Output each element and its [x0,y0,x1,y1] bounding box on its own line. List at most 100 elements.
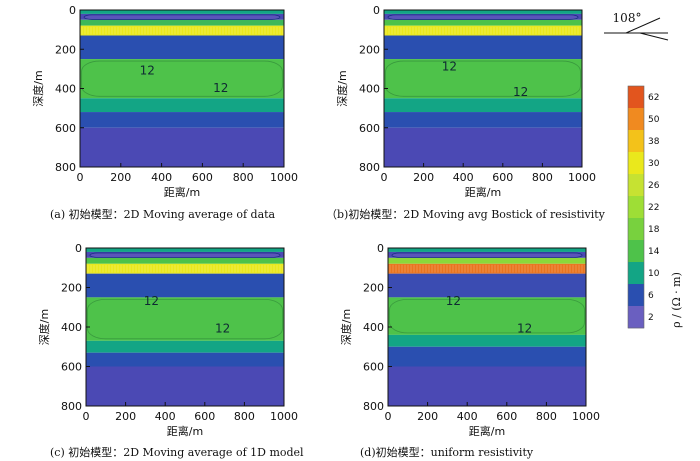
y-axis-label: 深度/m [37,309,51,345]
surface-lens [89,252,281,258]
layer-0 [388,248,586,252]
y-tick-label: 600 [359,122,380,135]
y-tick-label: 800 [55,161,76,174]
layer-6 [384,98,582,113]
y-tick-label: 800 [61,400,82,413]
resistivity-field [80,10,284,167]
x-tick-label: 1000 [270,171,298,184]
x-tick-label: 1000 [572,410,600,423]
y-tick-label: 800 [363,400,384,413]
surface-lens [391,252,583,258]
layer-0 [80,10,284,14]
layer-2 [86,257,284,264]
layer-2 [384,19,582,26]
colorbar-swatch [628,108,644,131]
x-axis-label: 距离/m [164,185,200,199]
colorbar-swatch [628,218,644,241]
x-tick-label: 400 [155,410,176,423]
colorbar-tick-label: 2 [648,313,654,323]
y-tick-label: 0 [69,4,76,17]
x-axis-label: 距离/m [167,424,203,438]
layer-8 [86,366,284,406]
x-tick-label: 200 [115,410,136,423]
colorbar-swatch [628,196,644,219]
x-tick-label: 800 [234,410,255,423]
x-tick-label: 200 [417,410,438,423]
layer-5 [86,297,284,341]
y-tick-label: 600 [363,361,384,374]
y-tick-label: 200 [55,43,76,56]
y-tick-label: 400 [55,83,76,96]
panels: 12 12 0 200 400 600 800 1000 0 200 400 600 800 距离/m 深度… [31,4,606,459]
layer-4 [384,35,582,60]
x-axis-label: 距离/m [465,185,501,199]
layer-8 [388,366,586,406]
layer-4 [388,273,586,298]
y-tick-label: 600 [61,361,82,374]
colorbar-tick-label: 26 [648,181,660,191]
colorbar-swatch [628,306,644,329]
colorbar-tick-label: 6 [648,291,654,301]
contour-line [389,298,585,334]
contour-line [81,60,283,97]
x-tick-label: 800 [536,410,557,423]
y-tick-label: 400 [359,83,380,96]
colorbar-tick-label: 30 [648,159,660,169]
layer-7 [86,352,284,367]
resistivity-field [384,10,582,167]
y-tick-label: 200 [363,282,384,295]
contour-label: 12 [513,85,528,99]
layer-3 [80,25,284,36]
resistivity-field [86,248,284,406]
layer-5 [384,59,582,99]
layer-7 [388,346,586,367]
y-tick-label: 0 [373,4,380,17]
colorbar-swatch [628,86,644,109]
contour-label: 12 [215,321,230,335]
orientation-ray [625,17,661,34]
y-tick-label: 0 [75,242,82,255]
contour-line [87,298,283,340]
panel-caption: (c) 初始模型：2D Moving average of 1D model [50,445,304,459]
layer-0 [86,248,284,252]
panel-caption: (d)初始模型：uniform resistivity [360,445,534,459]
x-tick-label: 600 [496,410,517,423]
contour-line [385,60,581,97]
panel-2: 12 12 0 200 400 600 800 1000 0 200 400 600 800 距离/m 深度… [37,242,304,459]
colorbar-tick-label: 22 [648,203,659,213]
contour-label: 12 [517,321,532,335]
panel-caption: （b)初始模型：2D Moving avg Bostick of resisti… [326,207,606,221]
colorbar-swatch [628,152,644,175]
x-tick-label: 400 [453,171,474,184]
colorbar-swatch [628,174,644,197]
x-tick-label: 400 [457,410,478,423]
y-tick-label: 400 [61,321,82,334]
x-tick-label: 800 [532,171,553,184]
y-axis-label: 深度/m [335,70,349,106]
colorbar-tick-label: 50 [648,115,660,125]
layer-6 [388,334,586,347]
y-axis-label: 深度/m [31,70,45,106]
colorbar-swatch [628,130,644,153]
panel-0: 12 12 0 200 400 600 800 1000 0 200 400 600 800 距离/m 深度… [31,4,298,221]
contour-label: 12 [140,63,155,77]
colorbar-title: ρ / (Ω · m) [670,272,683,328]
y-tick-label: 400 [363,321,384,334]
x-tick-label: 600 [492,171,513,184]
layer-0 [384,10,582,14]
x-tick-label: 600 [192,171,213,184]
colorbar-tick-label: 38 [648,137,660,147]
layer-5 [80,59,284,99]
colorbar-swatch [628,240,644,263]
y-tick-label: 600 [55,122,76,135]
layer-8 [80,127,284,167]
x-tick-label: 0 [83,410,90,423]
x-axis-label: 距离/m [469,424,505,438]
layer-3 [86,263,284,274]
surface-lens [387,14,579,20]
layer-6 [80,98,284,113]
layer-4 [80,35,284,60]
x-tick-label: 1000 [270,410,298,423]
